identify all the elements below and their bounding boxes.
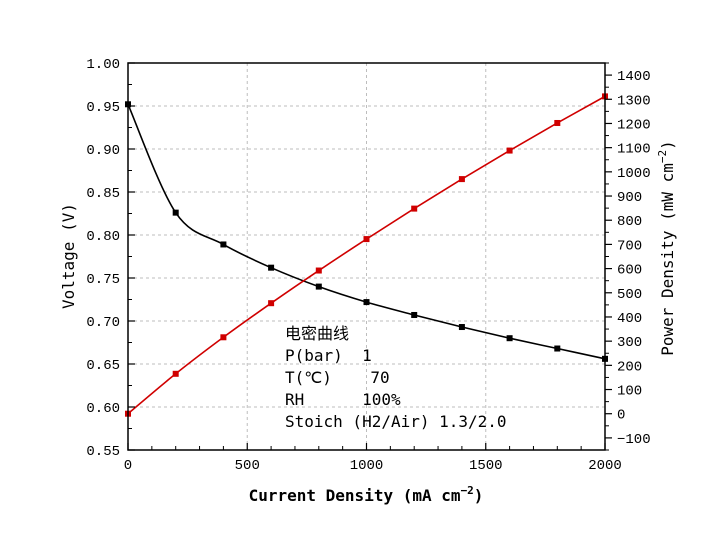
annotation-block: 电密曲线 P(bar) 1 T(℃) 70 RH 100% Stoich (H2…: [285, 324, 507, 431]
y-axis-title: Voltage (V): [59, 203, 78, 309]
y2-axis-title-main: Power Density (mW cm: [658, 163, 677, 356]
y2-tick-label: 300: [617, 335, 642, 351]
voltage-point: [363, 299, 370, 306]
x-tick-label: 500: [235, 458, 260, 474]
x-tick-label: 0: [124, 458, 132, 474]
annotation-line-1: 电密曲线: [285, 324, 349, 343]
y2-tick-label: 500: [617, 287, 642, 303]
annotation-line-4: RH 100%: [285, 390, 401, 409]
y2-tick-label: 100: [617, 384, 642, 400]
y2-tick-label: 1000: [617, 166, 651, 182]
voltage-point: [411, 311, 418, 318]
power-density-point: [268, 300, 275, 307]
y2-tick-label: 700: [617, 238, 642, 254]
power-density-point: [554, 119, 561, 126]
voltage-point: [506, 335, 513, 342]
x-tick-label: 2000: [588, 458, 622, 474]
y-tick-label: 1.00: [86, 57, 120, 73]
y2-tick-label: 600: [617, 263, 642, 279]
y2-axis-title: Power Density (mW cm−2): [656, 140, 677, 356]
power-density-point: [458, 176, 465, 183]
annotation-line-5: Stoich (H2/Air) 1.3/2.0: [285, 412, 507, 431]
voltage-point: [172, 209, 179, 216]
x-axis-title-sup: −2: [461, 484, 474, 497]
axes: 0 500 1000 1500 20000.550.600.650.700.750.80…: [86, 57, 650, 474]
y2-tick-label: 0: [617, 408, 625, 424]
power-density-point: [411, 205, 418, 212]
power-density-point: [220, 334, 227, 341]
power-density-point: [172, 370, 179, 377]
y-tick-label: 0.55: [86, 444, 120, 460]
power-density-point: [315, 267, 322, 274]
voltage-point: [554, 345, 561, 352]
x-tick-label: 1500: [469, 458, 503, 474]
y2-tick-label: 200: [617, 359, 642, 375]
y2-tick-label: 800: [617, 214, 642, 230]
x-axis-title-main: Current Density (mA cm: [249, 486, 461, 505]
annotation-line-2: P(bar) 1: [285, 346, 372, 365]
y2-axis-title-close: ): [658, 140, 677, 150]
y2-tick-label: 1100: [617, 142, 651, 158]
y-tick-label: 0.85: [86, 186, 120, 202]
y2-tick-label: −100: [617, 432, 651, 448]
voltage-point: [315, 283, 322, 290]
voltage-point: [458, 324, 465, 331]
y-tick-label: 0.80: [86, 229, 120, 245]
y2-axis-title-sup: −2: [656, 150, 669, 163]
voltage-point: [268, 264, 275, 271]
voltage-point: [220, 241, 227, 248]
x-axis-title-close: ): [474, 486, 484, 505]
y-tick-label: 0.95: [86, 100, 120, 116]
power-density-point: [363, 236, 370, 243]
x-tick-label: 1000: [350, 458, 384, 474]
y2-tick-label: 900: [617, 190, 642, 206]
y-tick-label: 0.90: [86, 143, 120, 159]
power-density-point: [506, 147, 513, 154]
y2-tick-label: 1200: [617, 117, 651, 133]
y2-tick-label: 400: [617, 311, 642, 327]
annotation-line-3: T(℃) 70: [285, 368, 390, 387]
x-axis-title: Current Density (mA cm−2): [249, 484, 484, 505]
y-tick-label: 0.70: [86, 315, 120, 331]
y-tick-label: 0.75: [86, 272, 120, 288]
y-tick-label: 0.60: [86, 401, 120, 417]
y2-tick-label: 1400: [617, 69, 651, 85]
voltage-curve: [127, 103, 606, 360]
y-tick-label: 0.65: [86, 358, 120, 374]
y2-tick-label: 1300: [617, 93, 651, 109]
